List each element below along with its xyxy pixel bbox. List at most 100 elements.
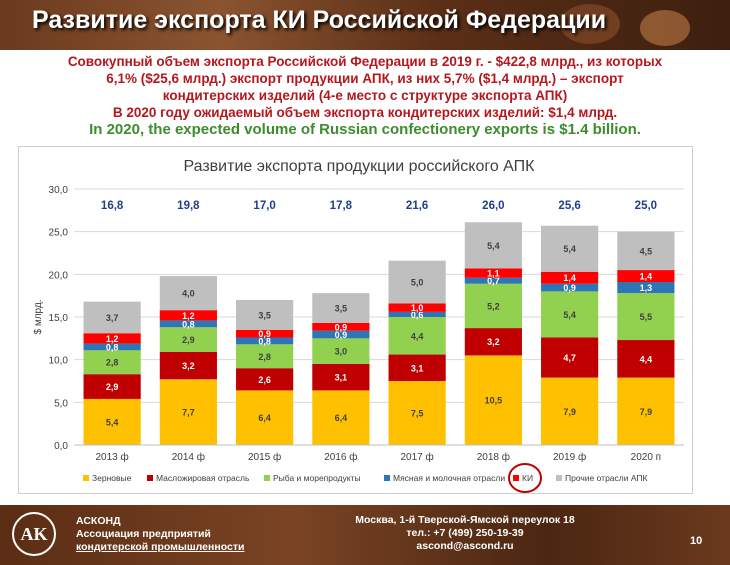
hazelnut-decoration	[640, 10, 690, 46]
data-label: 4,5	[640, 246, 653, 256]
org-line: кондитерской промышленности	[76, 541, 245, 553]
y-tick-label: 5,0	[54, 398, 68, 409]
bar-segment	[236, 368, 294, 391]
total-label: 17,8	[330, 200, 353, 212]
data-label: 6,4	[335, 413, 348, 423]
data-label: 0,8	[182, 319, 195, 329]
data-label: 3,5	[258, 310, 271, 320]
data-label: 2,8	[106, 358, 119, 368]
bar-segment	[388, 381, 446, 445]
bar-segment	[236, 337, 294, 345]
x-tick-label: 2015 ф	[248, 451, 281, 463]
summary-line: В 2020 году ожидаемый объем экспорта кон…	[112, 105, 618, 120]
bar-segment	[541, 291, 599, 338]
bar-segment	[388, 317, 446, 355]
bar-segment	[617, 377, 675, 445]
data-label: 7,9	[640, 407, 653, 417]
bar-segment	[83, 350, 141, 375]
legend-label: Зерновые	[92, 473, 132, 483]
data-label: 4,4	[411, 331, 424, 341]
legend-swatch	[147, 475, 153, 481]
summary-line: Совокупный объем экспорта Российской Фед…	[67, 54, 663, 69]
data-label: 2,9	[106, 382, 119, 392]
y-axis-label: $ млрд.	[33, 300, 44, 335]
legend-swatch	[83, 475, 89, 481]
legend-label: Прочие отрасли АПК	[565, 473, 648, 483]
data-label: 3,7	[106, 313, 119, 323]
total-label: 19,8	[177, 200, 200, 212]
stacked-bar-chart: Развитие экспорта продукции российского …	[33, 158, 684, 493]
email: ascond@ascond.ru	[416, 540, 514, 552]
chart-container: Развитие экспорта продукции российского …	[18, 146, 693, 494]
y-tick-label: 30,0	[49, 185, 69, 196]
data-label: 10,5	[485, 396, 503, 406]
x-tick-label: 2014 ф	[172, 451, 205, 463]
data-label: 1,1	[487, 269, 500, 279]
data-label: 0,8	[106, 342, 119, 352]
data-label: 0,9	[258, 329, 271, 339]
bar-segment	[541, 283, 599, 292]
bar-segment	[541, 225, 599, 272]
bar-segment	[464, 222, 522, 269]
data-label: 5,5	[640, 312, 653, 322]
bar-segment	[159, 379, 217, 445]
org-name: АСКОНД	[76, 515, 121, 527]
legend-swatch	[384, 475, 390, 481]
data-label: 7,7	[182, 408, 195, 418]
bar-segment	[83, 301, 141, 334]
ascond-logo: AK	[12, 512, 56, 556]
bar-segment	[312, 293, 370, 323]
bar-segment	[312, 338, 370, 364]
bar-segment	[159, 327, 217, 352]
data-label: 3,1	[411, 363, 424, 373]
data-label: 5,4	[563, 310, 576, 320]
data-label: 5,2	[487, 301, 500, 311]
summary-english: In 2020, the expected volume of Russian …	[89, 121, 641, 138]
y-tick-label: 25,0	[49, 228, 69, 239]
legend-swatch	[556, 475, 562, 481]
address: Москва, 1-й Тверской-Ямской переулок 18	[355, 514, 575, 526]
bar-segment	[464, 268, 522, 278]
data-label: 3,0	[335, 347, 348, 357]
x-tick-label: 2020 п	[631, 452, 661, 463]
bar-segment	[388, 303, 446, 312]
data-label: 1,0	[411, 303, 424, 313]
cocoa-bean-decoration	[560, 4, 620, 44]
bar-segment	[159, 310, 217, 321]
bar-segment	[464, 283, 522, 329]
page-number: 10	[690, 535, 703, 547]
bar-segment	[388, 354, 446, 381]
y-tick-label: 15,0	[49, 313, 69, 324]
data-label: 7,5	[411, 409, 424, 419]
bar-segment	[617, 340, 675, 378]
data-label: 5,4	[563, 244, 576, 254]
data-label: 4,0	[182, 289, 195, 299]
legend-label: КИ	[522, 473, 533, 483]
data-label: 4,7	[563, 353, 576, 363]
legend-label: Масложировая отрасль	[156, 473, 250, 483]
total-label: 25,0	[635, 200, 657, 212]
bar-segment	[464, 328, 522, 356]
data-label: 5,4	[106, 417, 119, 427]
footer-banner	[0, 505, 730, 565]
data-label: 0,7	[487, 276, 500, 286]
data-label: 3,5	[335, 304, 348, 314]
data-label: 3,1	[335, 373, 348, 383]
bar-segment	[159, 276, 217, 311]
bar-segment	[83, 343, 141, 351]
data-label: 2,6	[258, 375, 271, 385]
bar-segment	[236, 390, 294, 445]
bar-segment	[617, 282, 675, 294]
data-label: 1,4	[563, 273, 576, 283]
x-tick-label: 2017 ф	[400, 451, 433, 463]
data-label: 0,8	[258, 336, 271, 346]
bar-segment	[312, 330, 370, 339]
total-label: 26,0	[482, 200, 504, 212]
summary-line: кондитерских изделий (4-е место с структ…	[162, 88, 568, 103]
data-label: 6,4	[258, 413, 271, 423]
data-label: 3,2	[487, 337, 500, 347]
data-label: 3,2	[182, 361, 195, 371]
y-tick-label: 10,0	[49, 356, 69, 367]
data-label: 7,9	[563, 407, 576, 417]
data-label: 0,9	[335, 322, 348, 332]
